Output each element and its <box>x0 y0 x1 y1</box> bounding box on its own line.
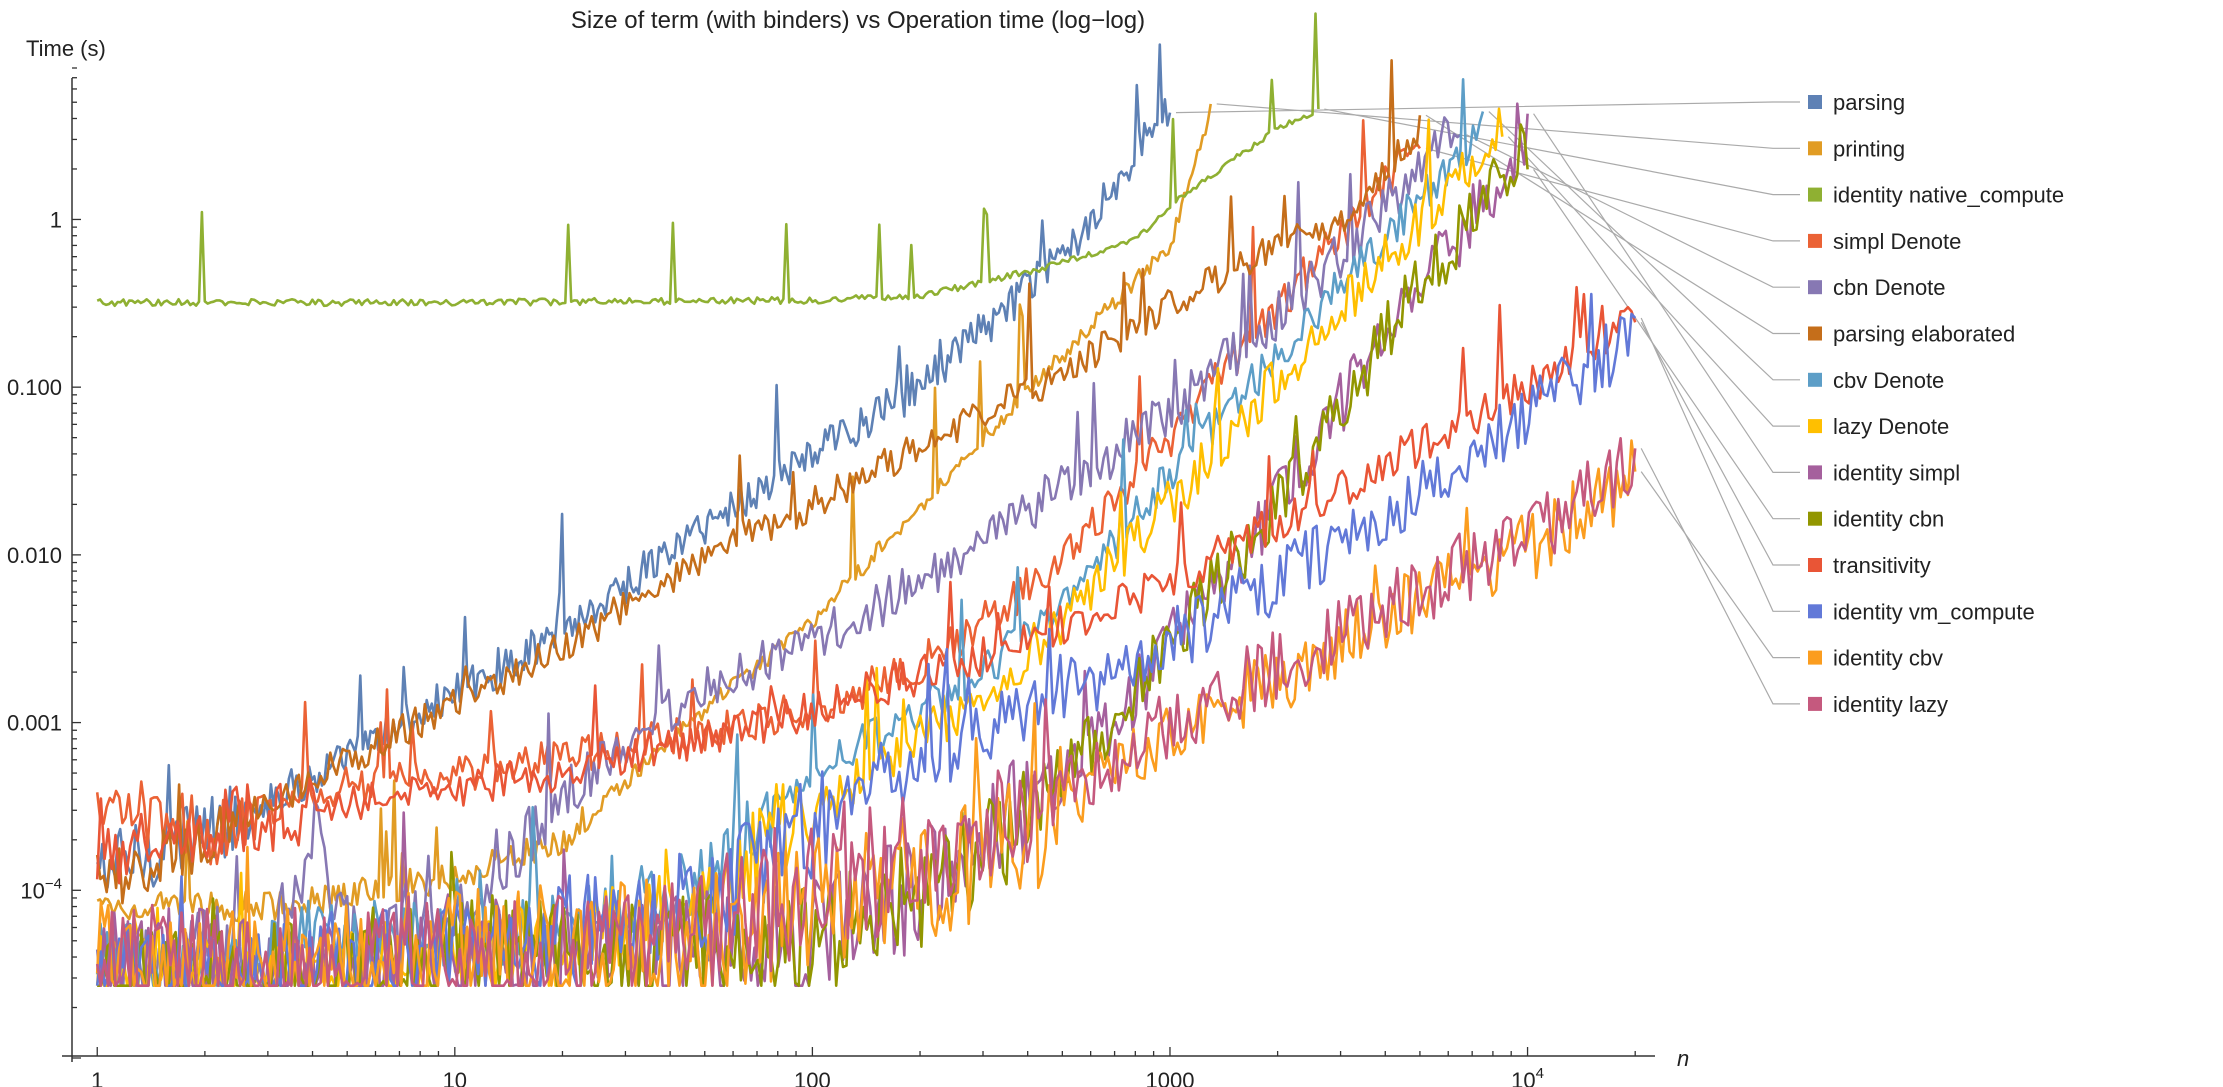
legend-swatch <box>1808 696 1822 711</box>
legend-label: identity simpl <box>1833 460 1960 485</box>
legend-label: identity vm_compute <box>1833 599 2035 624</box>
legend-swatch <box>1808 187 1822 202</box>
series-line-printing <box>96 103 1212 923</box>
legend-swatch <box>1808 372 1822 387</box>
series-line-identity-native-compute <box>96 12 1320 308</box>
legend-swatch <box>1808 511 1822 526</box>
legend: parsing printing identity native_computesi… <box>1808 90 2064 717</box>
legend-label: parsing <box>1833 90 1905 115</box>
x-tick-label: 10 <box>443 1068 467 1087</box>
x-tick-label: 104 <box>1511 1065 1544 1087</box>
chart-title: Size of term (with binders) vs Operation… <box>571 7 1145 34</box>
legend-label: identity cbn <box>1833 507 1944 532</box>
legend-leader-line <box>1324 108 1800 196</box>
legend-label: simpl Denote <box>1833 229 1961 254</box>
y-tick-label: 0.010 <box>7 543 62 568</box>
legend-leader-line <box>1425 147 1800 242</box>
legend-swatch <box>1808 280 1822 295</box>
legend-label: lazy Denote <box>1833 414 1949 439</box>
x-axis-label: n <box>1677 1046 1689 1071</box>
legend-swatch <box>1808 604 1822 619</box>
x-tick-label: 100 <box>794 1068 831 1087</box>
legend-swatch <box>1808 650 1822 665</box>
legend-swatch <box>1808 141 1822 156</box>
x-tick-label: 1 <box>91 1068 103 1087</box>
legend-label: parsing elaborated <box>1833 322 2015 347</box>
legend-leader-line <box>1488 111 1800 381</box>
legend-swatch <box>1808 95 1822 109</box>
legend-label: transitivity <box>1833 553 1931 578</box>
legend-label: cbv Denote <box>1833 368 1944 393</box>
legend-leader-line <box>1507 136 1800 427</box>
legend-swatch <box>1808 233 1822 248</box>
legend-leader-line <box>1175 101 1800 114</box>
legend-leader-lines <box>1175 101 1800 705</box>
y-tick-label: 0.001 <box>7 711 62 736</box>
legend-leader-line <box>1640 448 1800 705</box>
y-tick-label: 1 <box>50 207 62 232</box>
series-line-simpl-denote <box>95 119 1421 866</box>
legend-leader-line <box>1425 114 1800 335</box>
series-line-parsing <box>96 43 1172 889</box>
legend-leader-line <box>1466 134 1800 288</box>
legend-leader-line <box>1640 317 1800 612</box>
series-line-parsing-elaborated <box>95 59 1422 905</box>
y-tick-label: 10−4 <box>20 875 62 903</box>
legend-leader-line <box>1640 322 1800 566</box>
legend-label: identity native_compute <box>1833 183 2064 208</box>
legend-swatch <box>1808 326 1822 341</box>
legend-leader-line <box>1216 103 1800 149</box>
y-axis-label: Time (s) <box>26 36 106 61</box>
x-tick-label: 1000 <box>1146 1068 1195 1087</box>
series-line-identity-cbn <box>97 123 1529 987</box>
series-layer <box>95 12 1637 987</box>
legend-swatch <box>1808 465 1822 480</box>
legend-leader-line <box>1533 169 1800 520</box>
series-line-cbn-denote <box>95 116 1462 987</box>
legend-label: identity lazy <box>1833 692 1948 717</box>
legend-label: identity cbv <box>1833 646 1943 671</box>
legend-leader-line <box>1533 113 1800 473</box>
legend-label: printing <box>1833 136 1905 161</box>
legend-swatch <box>1808 558 1822 572</box>
legend-label: cbn Denote <box>1833 275 1946 300</box>
series-line-transitivity <box>95 285 1637 885</box>
series-line-identity-vm-compute <box>95 292 1637 987</box>
legend-swatch <box>1808 419 1822 434</box>
series-line-identity-lazy <box>95 437 1637 987</box>
y-tick-label: 0.100 <box>7 375 62 400</box>
